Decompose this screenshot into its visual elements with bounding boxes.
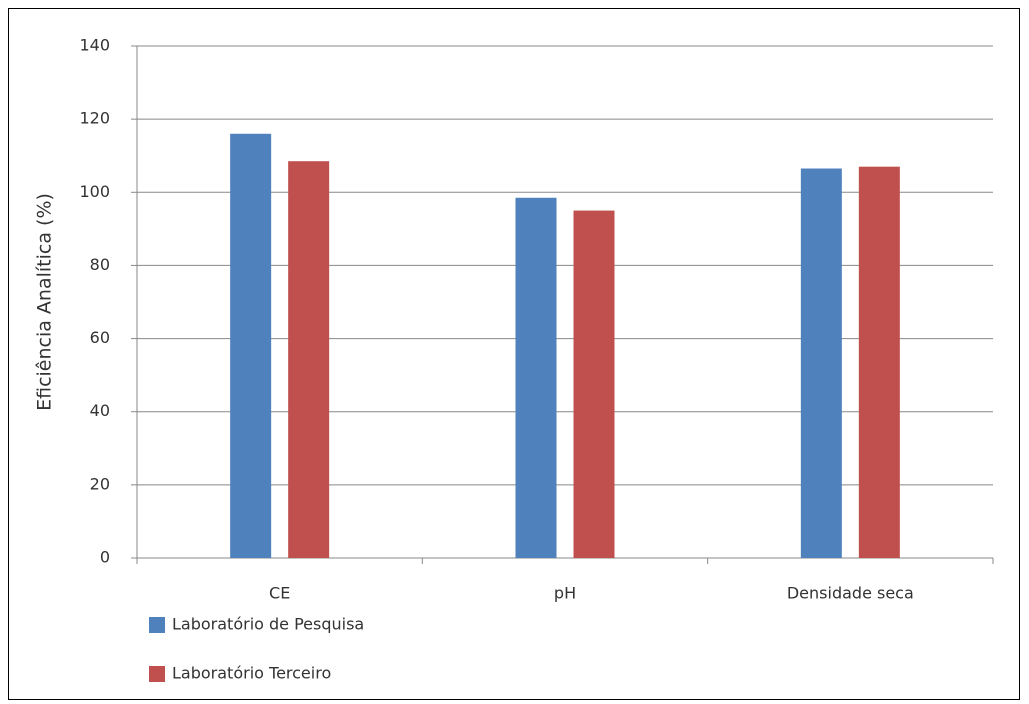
bar [515,197,557,558]
y-tick-label: 100 [79,182,110,201]
bar [858,166,900,558]
x-tick-label: Densidade seca [787,584,914,603]
legend-label: Laboratório de Pesquisa [172,615,364,634]
chart-border [8,8,1020,700]
y-tick-label: 20 [90,474,110,493]
bar [288,161,330,558]
y-tick-label: 40 [90,401,110,420]
bar [573,210,615,559]
y-tick-label: 0 [100,548,110,567]
y-tick-label: 120 [79,109,110,128]
bar [800,168,842,558]
bar [230,133,272,558]
legend-swatch [149,617,165,633]
y-axis-label: Eficiência Analítica (%) [34,193,56,411]
x-tick-label: CE [269,584,290,603]
y-tick-label: 60 [90,328,110,347]
legend-swatch [149,666,165,682]
legend-label: Laboratório Terceiro [172,664,331,683]
x-tick-label: pH [554,584,576,603]
y-tick-label: 80 [90,255,110,274]
y-tick-label: 140 [79,36,110,55]
